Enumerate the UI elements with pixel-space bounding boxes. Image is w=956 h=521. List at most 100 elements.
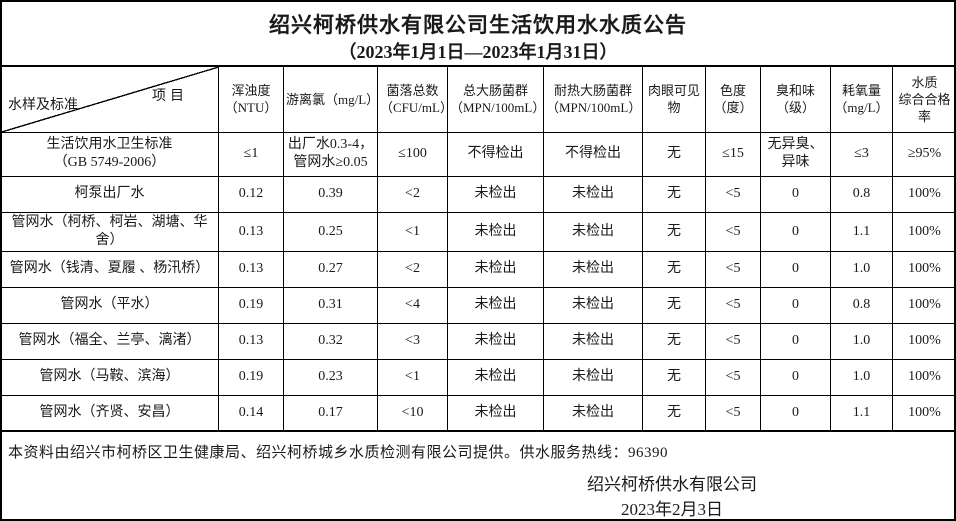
value-cell: 0.13 xyxy=(218,250,284,288)
table-row: 管网水（钱清、夏履 、杨汛桥） 0.13 0.27 <2 未检出 未检出无 <5 0 1.0 10… xyxy=(2,250,954,288)
table-row: 管网水（柯桥、柯岩、湖塘、华舍） 0.13 0.25 <1 未检出 未检出无 <5 0 1.1 1… xyxy=(2,211,954,252)
value-cell: ≤15 xyxy=(705,131,761,177)
value-cell: <5 xyxy=(705,250,761,288)
value-cell: 未检出 xyxy=(543,322,643,360)
row-label: 管网水（齐贤、安昌） xyxy=(2,394,219,432)
value-cell: 无 xyxy=(642,394,706,432)
value-cell: 100% xyxy=(892,250,954,288)
value-cell: <5 xyxy=(705,358,761,396)
row-label: 管网水（马鞍、滨海） xyxy=(2,358,219,396)
value-cell: 未检出 xyxy=(543,286,643,324)
company-name: 绍兴柯桥供水有限公司 xyxy=(587,475,757,494)
column-header: 耗氧量 （mg/L） xyxy=(830,65,893,133)
publish-date: 2023年2月3日 xyxy=(621,500,723,519)
value-cell: 无 xyxy=(642,250,706,288)
value-cell: 1.1 xyxy=(830,394,893,432)
value-cell: <2 xyxy=(377,175,448,213)
value-cell: 0.19 xyxy=(218,358,284,396)
value-cell: 0.13 xyxy=(218,211,284,252)
value-cell: 1.0 xyxy=(830,322,893,360)
value-cell: 无 xyxy=(642,131,706,177)
value-cell: <5 xyxy=(705,322,761,360)
table-row: 管网水（马鞍、滨海） 0.19 0.23 <1 未检出 未检出无 <5 0 1.0 100% xyxy=(2,358,954,396)
value-cell: 0 xyxy=(760,175,831,213)
value-cell: 0.14 xyxy=(218,394,284,432)
value-cell: 0.31 xyxy=(283,286,378,324)
column-header: 肉眼可见物 xyxy=(642,65,706,133)
value-cell: 1.0 xyxy=(830,250,893,288)
value-cell: 无 xyxy=(642,286,706,324)
value-cell: 100% xyxy=(892,286,954,324)
value-cell: 0.12 xyxy=(218,175,284,213)
value-cell: 未检出 xyxy=(447,358,544,396)
value-cell: 未检出 xyxy=(543,175,643,213)
value-cell: 100% xyxy=(892,358,954,396)
value-cell: <1 xyxy=(377,358,448,396)
value-cell: 不得检出 xyxy=(543,131,643,177)
value-cell: 出厂水0.3-4， 管网水≥0.05 xyxy=(283,131,378,177)
value-cell: ≤3 xyxy=(830,131,893,177)
value-cell: <5 xyxy=(705,286,761,324)
corner-label-sample: 水样及标准 xyxy=(8,98,78,113)
row-label: 生活饮用水卫生标准 （GB 5749-2006） xyxy=(2,131,219,177)
table-row: 管网水（齐贤、安昌） 0.14 0.17 <10 未检出 未检出无 <5 0 1.1 100% xyxy=(2,394,954,432)
value-cell: 未检出 xyxy=(447,175,544,213)
signature-block: 绍兴柯桥供水有限公司 2023年2月3日 xyxy=(507,472,837,519)
value-cell: 无 xyxy=(642,175,706,213)
value-cell: <5 xyxy=(705,211,761,252)
value-cell: 0.8 xyxy=(830,286,893,324)
row-label: 柯泵出厂水 xyxy=(2,175,219,213)
value-cell: 0.27 xyxy=(283,250,378,288)
value-cell: 未检出 xyxy=(447,211,544,252)
value-cell: 无 xyxy=(642,322,706,360)
column-header: 色度 （度） xyxy=(705,65,761,133)
value-cell: 0.19 xyxy=(218,286,284,324)
value-cell: 0.23 xyxy=(283,358,378,396)
page-title: 绍兴柯桥供水有限公司生活饮用水水质公告 xyxy=(269,13,687,37)
value-cell: 0 xyxy=(760,394,831,432)
column-header: 臭和味 （级） xyxy=(760,65,831,133)
table-row: 柯泵出厂水 0.12 0.39 <2 未检出 未检出无 <5 0 0.8 100% xyxy=(2,175,954,213)
value-cell: 无 xyxy=(642,211,706,252)
value-cell: 100% xyxy=(892,394,954,432)
row-label: 管网水（平水） xyxy=(2,286,219,324)
column-header: 耐热大肠菌群 （MPN/100mL） xyxy=(543,65,643,133)
value-cell: 0 xyxy=(760,358,831,396)
water-quality-table: 项目 水样及标准 浑浊度 （NTU） 游离氯（mg/L） 菌落总数 （CFU/mL）… xyxy=(2,65,954,432)
value-cell: 0.17 xyxy=(283,394,378,432)
value-cell: 未检出 xyxy=(447,322,544,360)
value-cell: 未检出 xyxy=(447,250,544,288)
column-header: 菌落总数 （CFU/mL） xyxy=(377,65,448,133)
title-block: 绍兴柯桥供水有限公司生活饮用水水质公告 （2023年1月1日—2023年1月31… xyxy=(2,2,954,65)
value-cell: 1.1 xyxy=(830,211,893,252)
value-cell: ≤1 xyxy=(218,131,284,177)
value-cell: 1.0 xyxy=(830,358,893,396)
value-cell: 未检出 xyxy=(447,394,544,432)
value-cell: 0.13 xyxy=(218,322,284,360)
value-cell: 0.32 xyxy=(283,322,378,360)
value-cell: 0 xyxy=(760,211,831,252)
table-row: 生活饮用水卫生标准 （GB 5749-2006） ≤1 出厂水0.3-4， 管网水≥… xyxy=(2,131,954,177)
table-row: 管网水（福全、兰亭、漓渚） 0.13 0.32 <3 未检出 未检出无 <5 0 1.0 100% xyxy=(2,322,954,360)
value-cell: 不得检出 xyxy=(447,131,544,177)
value-cell: 未检出 xyxy=(543,358,643,396)
value-cell: 0.8 xyxy=(830,175,893,213)
value-cell: 未检出 xyxy=(543,211,643,252)
value-cell: ≥95% xyxy=(892,131,954,177)
column-header: 总大肠菌群 （MPN/100mL） xyxy=(447,65,544,133)
column-header: 游离氯（mg/L） xyxy=(283,65,378,133)
value-cell: 100% xyxy=(892,211,954,252)
value-cell: 0 xyxy=(760,286,831,324)
value-cell: 无 xyxy=(642,358,706,396)
row-label: 管网水（柯桥、柯岩、湖塘、华舍） xyxy=(2,211,219,252)
row-label: 管网水（钱清、夏履 、杨汛桥） xyxy=(2,250,219,288)
value-cell: 未检出 xyxy=(543,250,643,288)
value-cell: 未检出 xyxy=(543,394,643,432)
header-row: 项目 水样及标准 浑浊度 （NTU） 游离氯（mg/L） 菌落总数 （CFU/mL）… xyxy=(2,65,954,133)
value-cell: 0.39 xyxy=(283,175,378,213)
value-cell: <5 xyxy=(705,394,761,432)
value-cell: <10 xyxy=(377,394,448,432)
corner-header-cell: 项目 水样及标准 xyxy=(2,65,219,133)
value-cell: 无异臭、 异味 xyxy=(760,131,831,177)
